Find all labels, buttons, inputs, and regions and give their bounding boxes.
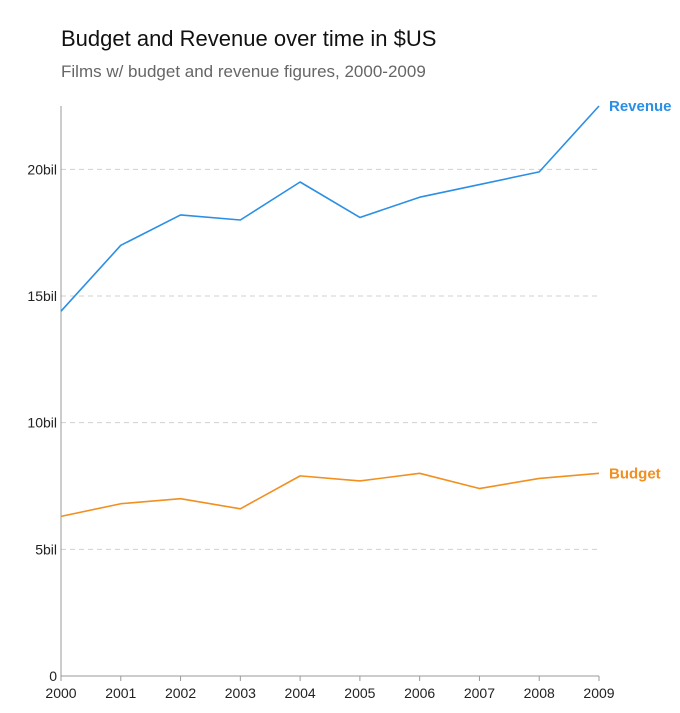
y-tick-label: 20bil xyxy=(27,161,57,177)
x-tick-label: 2009 xyxy=(583,685,614,701)
y-tick-label: 0 xyxy=(49,668,57,684)
series-label-revenue: Revenue xyxy=(609,98,672,115)
y-tick-label: 15bil xyxy=(27,288,57,304)
series-lines xyxy=(60,105,600,518)
chart-subtitle: Films w/ budget and revenue figures, 200… xyxy=(61,62,426,81)
x-tick-label: 2004 xyxy=(285,685,316,701)
chart-title: Budget and Revenue over time in $US xyxy=(61,26,437,51)
x-tick-label: 2003 xyxy=(225,685,256,701)
x-tick-label: 2005 xyxy=(344,685,375,701)
x-tick-label: 2008 xyxy=(524,685,555,701)
series-label-budget: Budget xyxy=(609,465,661,482)
x-tick-label: 2007 xyxy=(464,685,495,701)
x-tick-label: 2001 xyxy=(105,685,136,701)
x-tick-label: 2002 xyxy=(165,685,196,701)
series-labels: Revenue Budget xyxy=(609,98,672,482)
x-tick-label: 2000 xyxy=(45,685,76,701)
y-tick-label: 10bil xyxy=(27,415,57,431)
y-tick-label: 5bil xyxy=(35,541,57,557)
series-line-budget xyxy=(60,472,600,518)
x-tick-label: 2006 xyxy=(404,685,435,701)
gridlines xyxy=(61,168,599,550)
series-line-revenue xyxy=(60,105,600,312)
axes: 0 5bil 10bil 15bil 20bil 2000 2001 2002 2003 2004… xyxy=(27,106,615,701)
